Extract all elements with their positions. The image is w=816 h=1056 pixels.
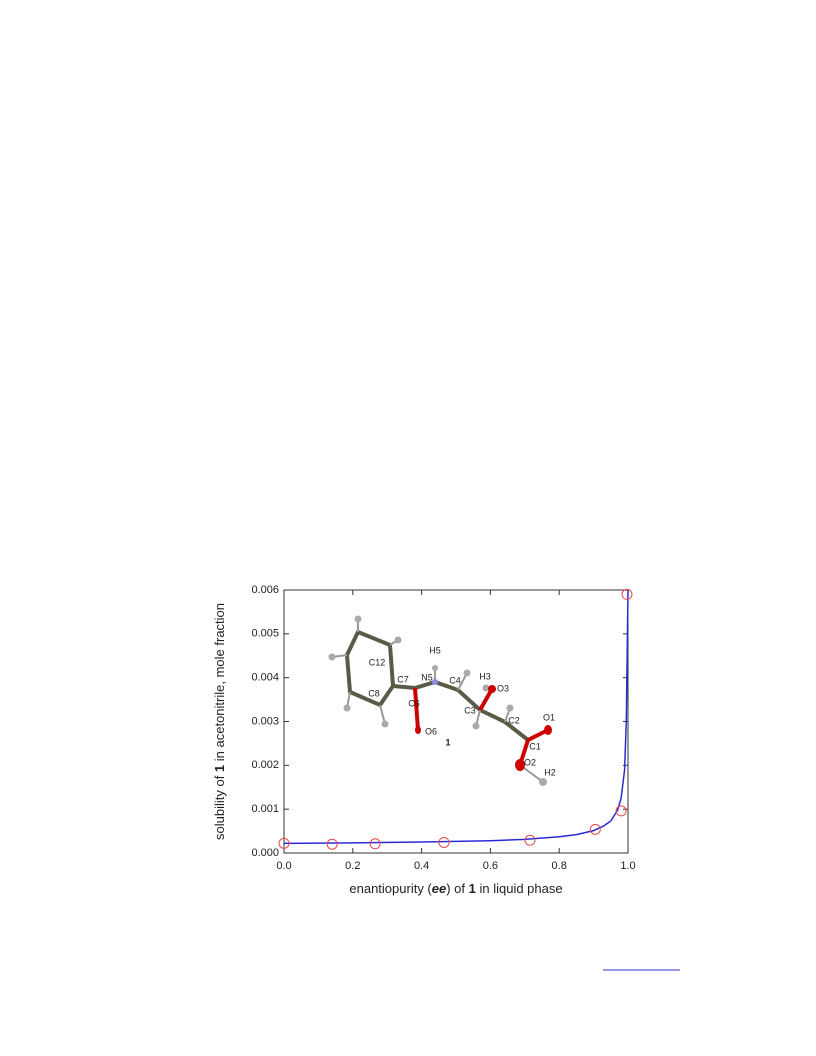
atom-label: C1	[529, 741, 541, 751]
data-point	[615, 805, 627, 817]
x-axis-label-part: enantiopurity (	[349, 881, 432, 896]
atom-label: C8	[368, 688, 380, 698]
x-tick-label: 0.0	[276, 860, 291, 872]
data-point	[621, 588, 633, 600]
y-axis-label-part: solubility of	[212, 772, 227, 840]
atom-label: C6	[408, 698, 420, 708]
x-tick-label: 1.0	[620, 860, 635, 872]
atom-label: H3	[479, 671, 491, 681]
x-axis-label-part: 1	[469, 881, 476, 896]
data-point	[438, 836, 450, 848]
data-point	[589, 823, 601, 835]
x-tick-label: 0.4	[414, 860, 429, 872]
atom-label: O1	[543, 712, 555, 722]
atom-label: C3	[464, 705, 476, 715]
atom-label: C2	[508, 715, 520, 725]
molecule	[328, 615, 552, 786]
atom-label: N5	[421, 672, 433, 682]
y-tick-label: 0.005	[251, 628, 279, 640]
x-tick-label: 0.2	[345, 860, 360, 872]
data-point	[369, 838, 381, 850]
x-tick-label: 0.6	[483, 860, 498, 872]
atom-label: O6	[425, 726, 437, 736]
atom-label: C7	[397, 674, 409, 684]
atom-label: 1	[445, 737, 450, 747]
y-axis-label-part: in acetonitrile, mole fraction	[212, 603, 227, 765]
x-axis-label-part: ) of	[446, 881, 468, 896]
x-axis-label: enantiopurity (ee) of 1 in liquid phase	[349, 881, 562, 896]
y-tick-label: 0.000	[251, 847, 279, 859]
x-axis-label-part: in liquid phase	[476, 881, 563, 896]
y-axis-label-part: 1	[212, 765, 227, 772]
x-axis-label-part: ee	[432, 881, 446, 896]
atom-label: O3	[497, 683, 509, 693]
y-tick-label: 0.006	[251, 584, 279, 596]
atom-label: O2	[524, 757, 536, 767]
data-point	[278, 837, 290, 849]
y-tick-label: 0.004	[251, 672, 279, 684]
data-point	[326, 838, 338, 850]
fit-curve	[283, 589, 629, 845]
x-tick-label: 0.8	[552, 860, 567, 872]
atom-label: H5	[429, 645, 441, 655]
y-axis-label: solubility of 1 in acetonitrile, mole fr…	[212, 603, 227, 840]
atom-label: C12	[369, 657, 386, 667]
y-tick-label: 0.003	[251, 715, 279, 727]
y-tick-label: 0.002	[251, 759, 279, 771]
atom-label: C4	[449, 675, 461, 685]
data-point	[524, 834, 536, 846]
y-tick-label: 0.001	[251, 803, 279, 815]
plot-frame	[283, 589, 629, 854]
atom-label: H2	[544, 767, 556, 777]
